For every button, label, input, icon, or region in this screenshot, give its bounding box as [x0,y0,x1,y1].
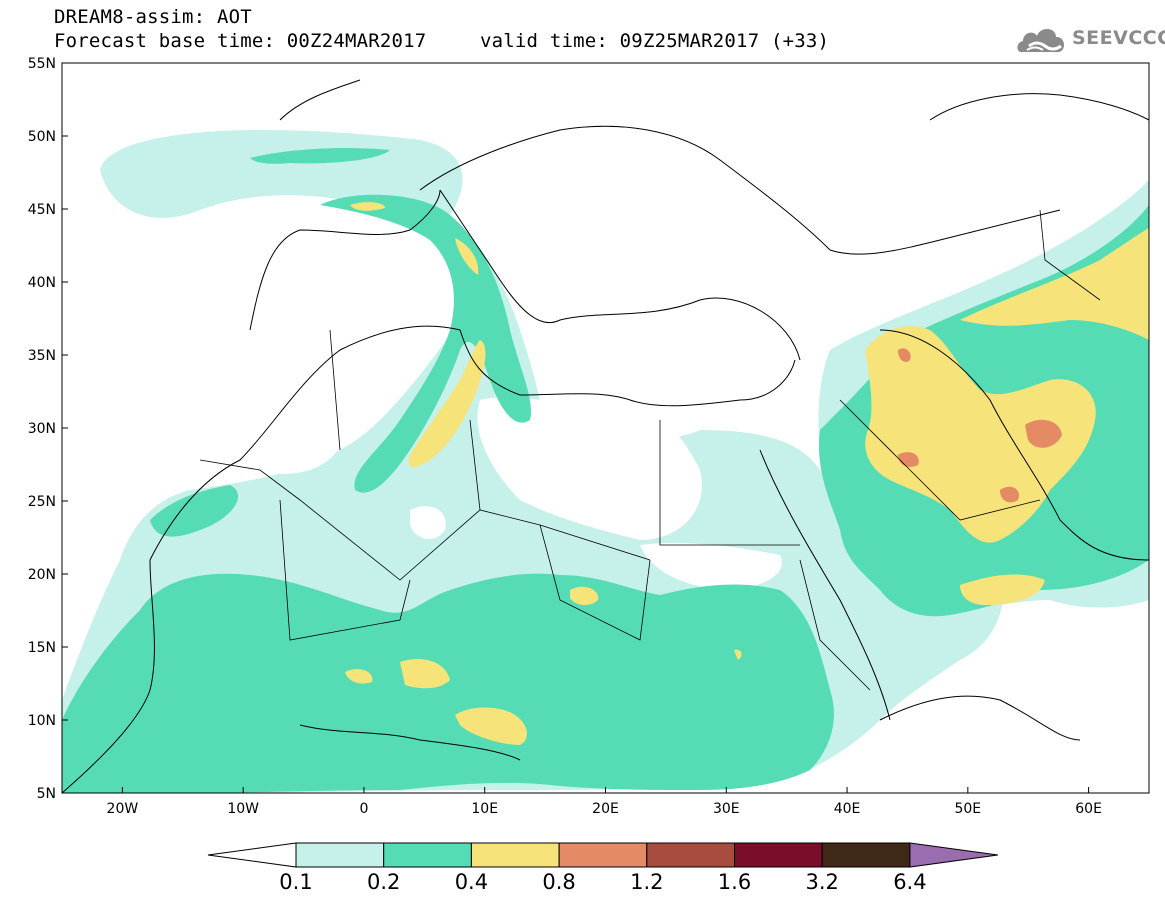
lat-tick-label: 40N [28,275,56,291]
lat-tick-label: 45N [28,202,56,218]
colorbar-segment [734,842,823,868]
base-time-label: Forecast base time: 00Z24MAR2017 [54,30,427,52]
lon-tick-label: 0 [359,801,368,817]
colorbar-label: 0.8 [542,870,575,894]
colorbar-label: 6.4 [893,870,926,894]
lat-tick-label: 10N [28,713,56,729]
logo-text: SEEVCCC [1072,27,1165,49]
colorbar-segment [646,842,735,868]
lon-tick-label: 10E [471,801,498,817]
colorbar-segment [470,842,560,868]
lat-tick-label: 30N [28,421,56,437]
lon-tick-label: 20W [107,801,139,817]
lon-tick-label: 10W [227,801,259,817]
colorbar-label: 0.2 [367,870,400,894]
colorbar-label: 1.2 [630,870,663,894]
longitude-axis: 20W 10W 0 10E 20E 30E 40E 50E 60E [107,787,1102,817]
colorbar-label: 1.6 [718,870,751,894]
lon-tick-label: 30E [713,801,740,817]
lat-tick-label: 35N [28,348,56,364]
aot-level-0.4 [345,202,1149,745]
lat-tick-label: 20N [28,567,56,583]
colorbar-label: 0.4 [455,870,488,894]
colorbar-under-triangle [207,842,297,868]
colorbar-label: 3.2 [805,870,838,894]
lat-tick-label: 25N [28,494,56,510]
aot-clear-patches [236,397,782,590]
valid-time-label: valid time: 09Z25MAR2017 (+33) [480,30,830,52]
colorbar-segment [295,842,385,868]
colorbar-label: 0.1 [279,870,312,894]
seevccc-logo: SEEVCCC [1017,20,1165,60]
lon-tick-label: 20E [592,801,619,817]
time-info: Forecast base time: 00Z24MAR2017 valid ti… [54,30,829,52]
colorbar-labels: 0.1 0.2 0.4 0.8 1.2 1.6 3.2 6.4 [279,870,926,894]
cloud-logo-icon [1017,28,1065,52]
lat-tick-label: 55N [28,56,56,72]
colorbar-segment [383,842,472,868]
lon-tick-label: 50E [954,801,981,817]
map-title: DREAM8-assim: AOT [54,6,252,28]
aot-field [62,63,1149,793]
lon-tick-label: 60E [1075,801,1102,817]
coastlines [62,79,1149,793]
latitude-axis: 55N 50N 45N 40N 35N 30N 25N 20N 15N 10N 5N [28,56,68,802]
colorbar-over-triangle [909,842,998,868]
lon-tick-label: 40E [834,801,861,817]
colorbar-segment [558,842,648,868]
lat-tick-label: 50N [28,129,56,145]
colorbar-segment [821,842,911,868]
lat-tick-label: 15N [28,640,56,656]
country-borders [199,209,1101,691]
lat-tick-label: 5N [37,786,56,802]
colorbar [207,842,998,868]
